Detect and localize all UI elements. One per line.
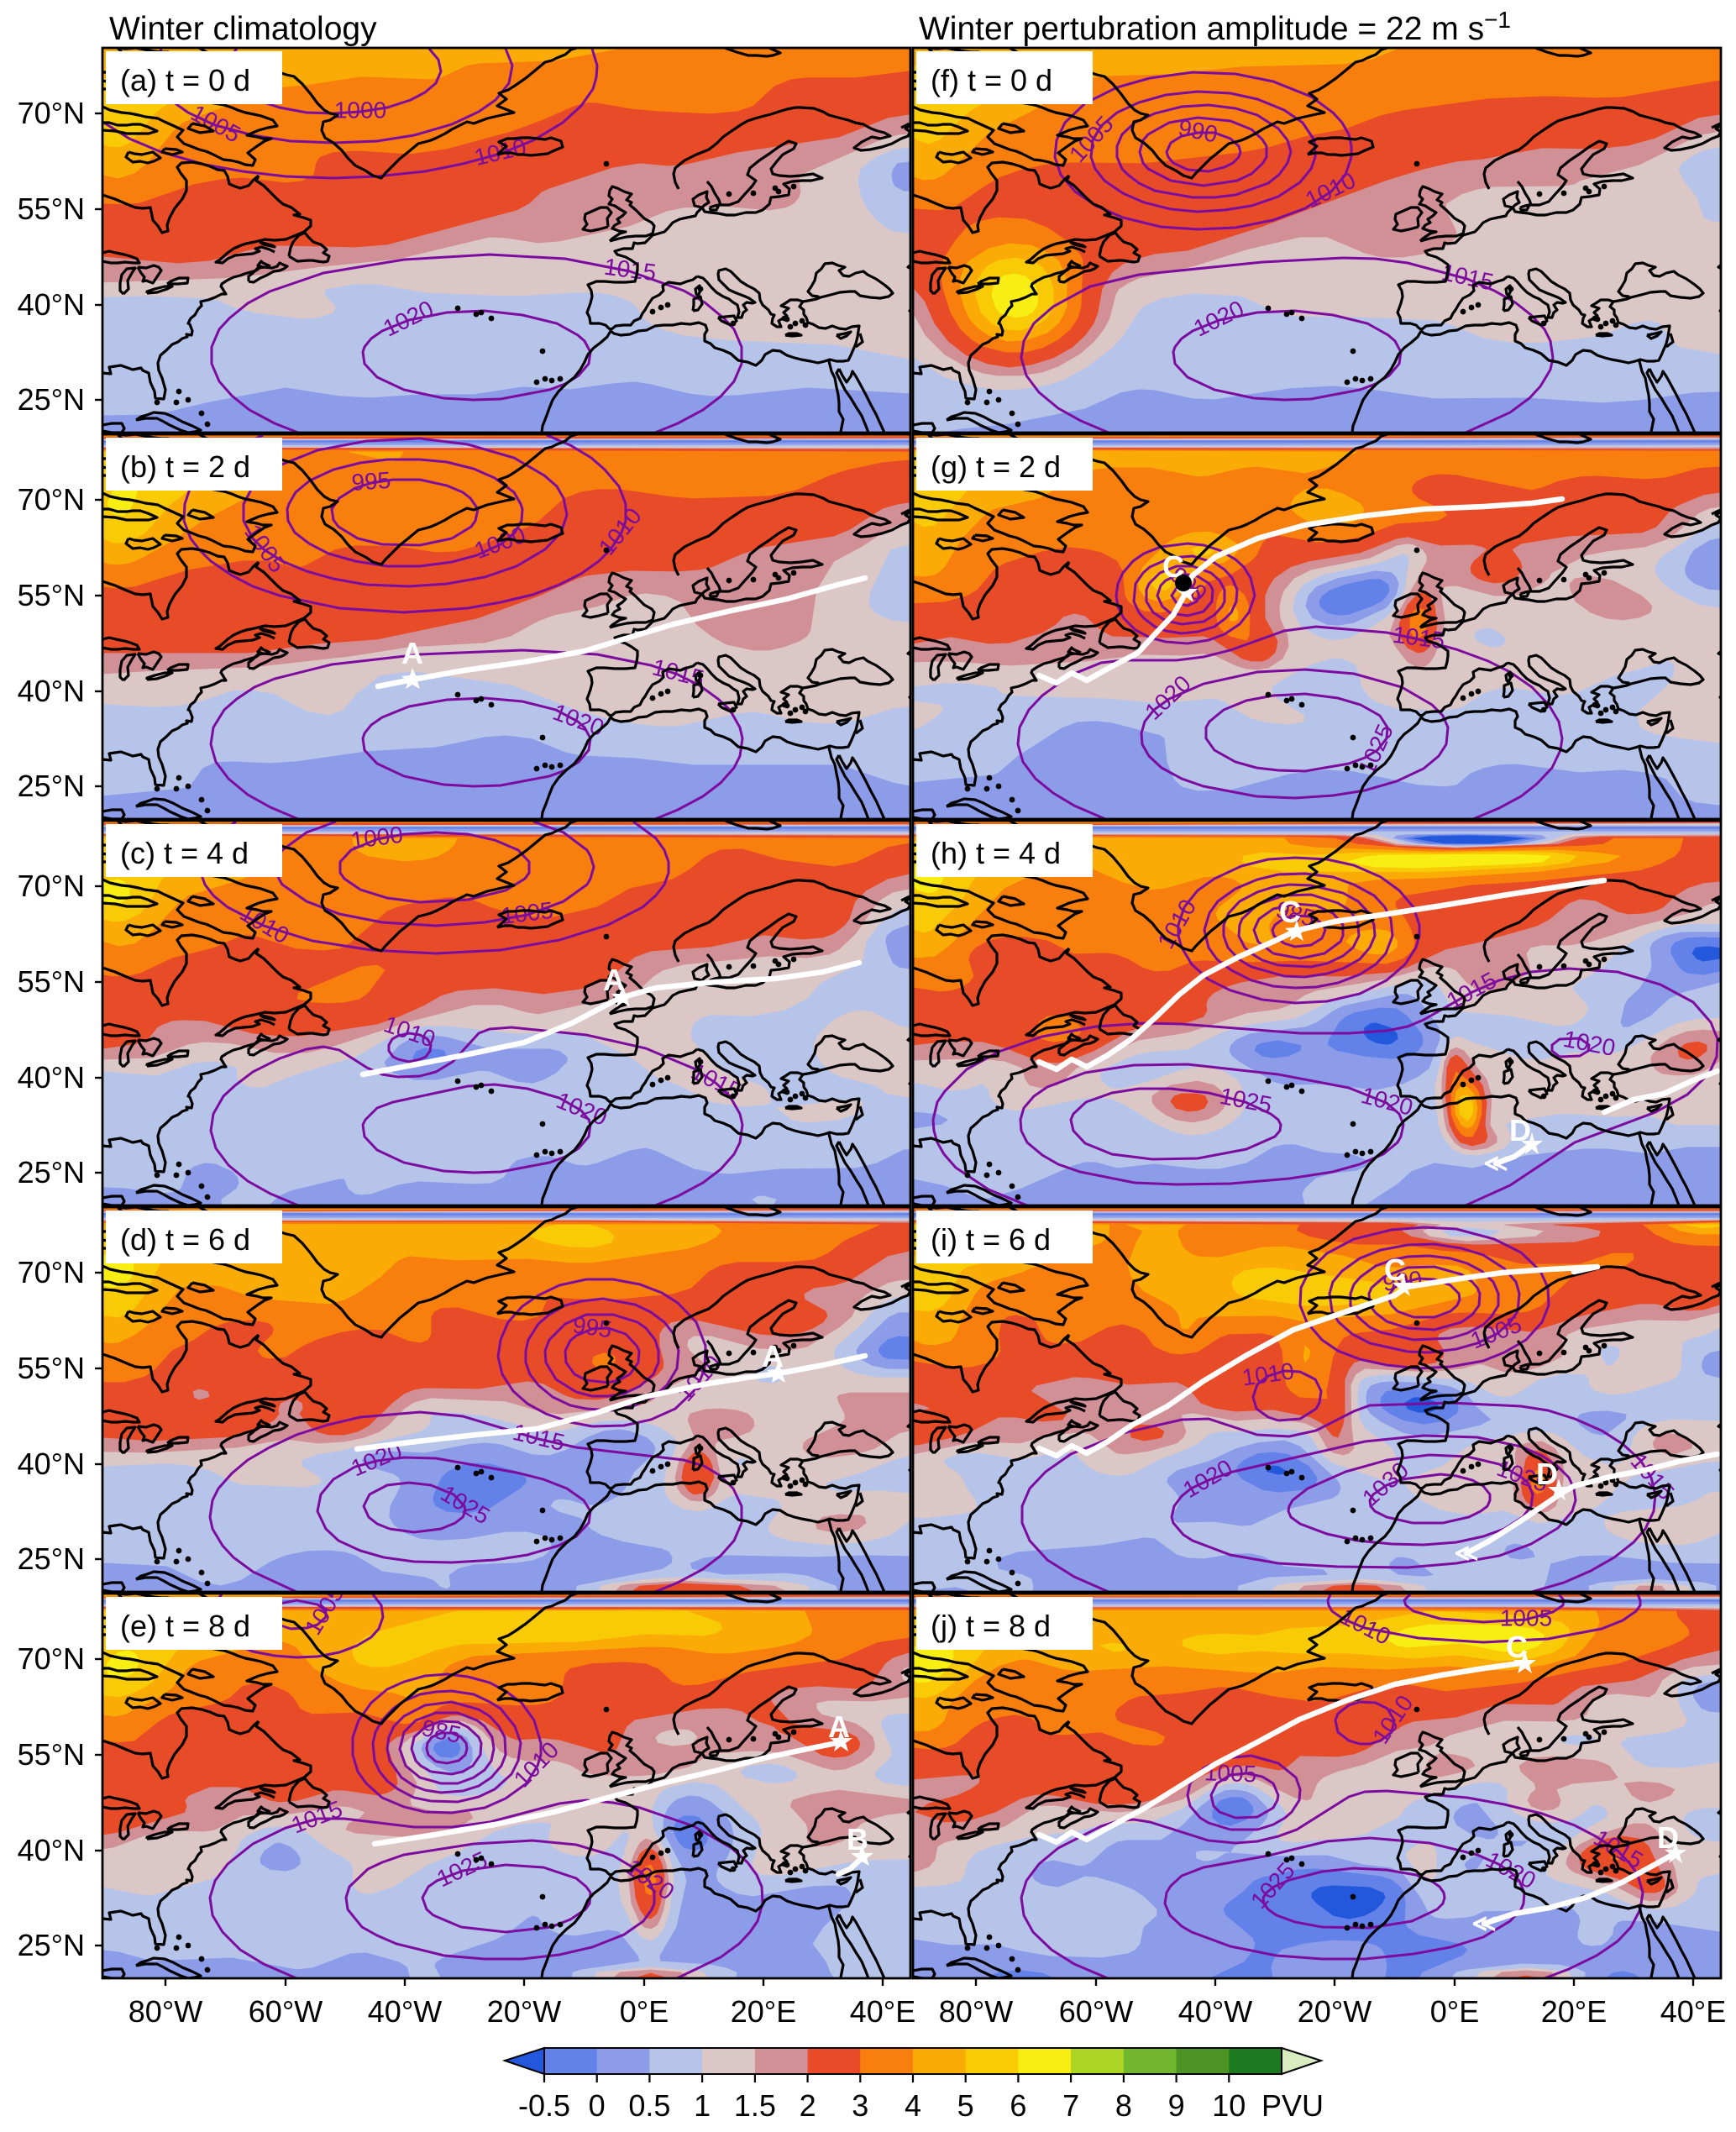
svg-text:25°N: 25°N	[18, 769, 85, 803]
svg-text:995: 995	[350, 467, 391, 496]
svg-text:(c) t = 4 d: (c) t = 4 d	[120, 836, 249, 870]
svg-text:Winter pertubration amplitude: Winter pertubration amplitude = 22 m s−1	[919, 7, 1511, 47]
svg-text:55°N: 55°N	[18, 578, 85, 612]
svg-text:0: 0	[589, 2088, 606, 2123]
svg-text:5: 5	[957, 2088, 974, 2123]
svg-text:40°W: 40°W	[1178, 1994, 1252, 2029]
svg-text:20°W: 20°W	[487, 1994, 561, 2029]
svg-text:20°W: 20°W	[1298, 1994, 1371, 2029]
svg-text:≪: ≪	[1471, 1910, 1496, 1936]
svg-text:8: 8	[1115, 2088, 1132, 2123]
svg-text:40°E: 40°E	[850, 1994, 915, 2029]
svg-text:(e) t = 8 d: (e) t = 8 d	[120, 1609, 250, 1643]
svg-text:(j) t = 8 d: (j) t = 8 d	[931, 1609, 1051, 1643]
svg-text:40°N: 40°N	[18, 1060, 85, 1095]
svg-text:(g) t = 2 d: (g) t = 2 d	[931, 449, 1061, 484]
svg-text:(h) t = 4 d: (h) t = 4 d	[931, 836, 1061, 870]
svg-text:1000: 1000	[334, 97, 386, 123]
svg-text:995: 995	[571, 1311, 614, 1342]
svg-text:≪: ≪	[1483, 1150, 1508, 1176]
svg-text:(b) t = 2 d: (b) t = 2 d	[120, 449, 250, 484]
svg-text:A: A	[603, 963, 625, 997]
svg-text:A: A	[762, 1339, 784, 1373]
svg-text:55°N: 55°N	[18, 964, 85, 999]
svg-text:(a) t = 0 d: (a) t = 0 d	[120, 63, 250, 97]
svg-text:A: A	[828, 1709, 850, 1744]
svg-text:D: D	[1536, 1457, 1558, 1491]
svg-text:20°E: 20°E	[1541, 1994, 1607, 2029]
svg-text:7: 7	[1062, 2088, 1079, 2123]
svg-text:1.5: 1.5	[734, 2088, 776, 2123]
svg-text:55°N: 55°N	[18, 1737, 85, 1772]
svg-text:55°N: 55°N	[18, 1351, 85, 1385]
svg-text:70°N: 70°N	[18, 1641, 85, 1676]
svg-text:-0.5: -0.5	[518, 2088, 570, 2123]
svg-text:6: 6	[1010, 2088, 1026, 2123]
svg-text:2: 2	[800, 2088, 816, 2123]
svg-text:70°N: 70°N	[18, 1255, 85, 1289]
svg-text:1015: 1015	[1391, 622, 1446, 654]
svg-text:(d) t = 6 d: (d) t = 6 d	[120, 1222, 250, 1257]
svg-text:40°N: 40°N	[18, 674, 85, 708]
svg-text:40°W: 40°W	[368, 1994, 442, 2029]
svg-text:55°N: 55°N	[18, 192, 85, 226]
svg-text:9: 9	[1168, 2088, 1185, 2123]
svg-text:4: 4	[905, 2088, 921, 2123]
svg-text:3: 3	[852, 2088, 868, 2123]
svg-text:80°W: 80°W	[128, 1994, 202, 2029]
svg-text:≪: ≪	[1454, 1540, 1478, 1566]
svg-text:1000: 1000	[349, 822, 405, 853]
svg-text:70°N: 70°N	[18, 869, 85, 903]
svg-text:D: D	[1509, 1113, 1531, 1147]
svg-text:25°N: 25°N	[18, 1541, 85, 1576]
svg-text:40°N: 40°N	[18, 1833, 85, 1867]
svg-text:25°N: 25°N	[18, 1155, 85, 1189]
svg-text:C: C	[1384, 1252, 1406, 1287]
svg-text:25°N: 25°N	[18, 382, 85, 417]
svg-text:Winter climatology: Winter climatology	[109, 11, 377, 47]
svg-text:C: C	[1506, 1630, 1528, 1664]
svg-text:70°N: 70°N	[18, 482, 85, 517]
svg-text:0°E: 0°E	[1430, 1994, 1479, 2029]
svg-text:(f) t = 0 d: (f) t = 0 d	[931, 63, 1052, 97]
svg-text:0.5: 0.5	[628, 2088, 670, 2123]
svg-text:40°N: 40°N	[18, 287, 85, 322]
svg-text:C: C	[1279, 895, 1301, 929]
svg-text:40°N: 40°N	[18, 1447, 85, 1481]
svg-text:10: 10	[1212, 2088, 1246, 2123]
svg-text:40°E: 40°E	[1660, 1994, 1726, 2029]
svg-text:0°E: 0°E	[620, 1994, 669, 2029]
svg-text:80°W: 80°W	[939, 1994, 1013, 2029]
svg-text:B: B	[847, 1822, 868, 1856]
svg-text:60°W: 60°W	[249, 1994, 323, 2029]
svg-text:(i) t = 6 d: (i) t = 6 d	[931, 1222, 1051, 1257]
svg-text:60°W: 60°W	[1059, 1994, 1133, 2029]
svg-text:20°E: 20°E	[731, 1994, 796, 2029]
svg-text:1: 1	[694, 2088, 711, 2123]
svg-text:70°N: 70°N	[18, 96, 85, 130]
svg-text:A: A	[401, 636, 423, 670]
svg-text:1005: 1005	[1500, 1604, 1552, 1631]
svg-text:PVU: PVU	[1261, 2088, 1324, 2123]
svg-text:25°N: 25°N	[18, 1928, 85, 1962]
svg-text:D: D	[1657, 1820, 1679, 1855]
